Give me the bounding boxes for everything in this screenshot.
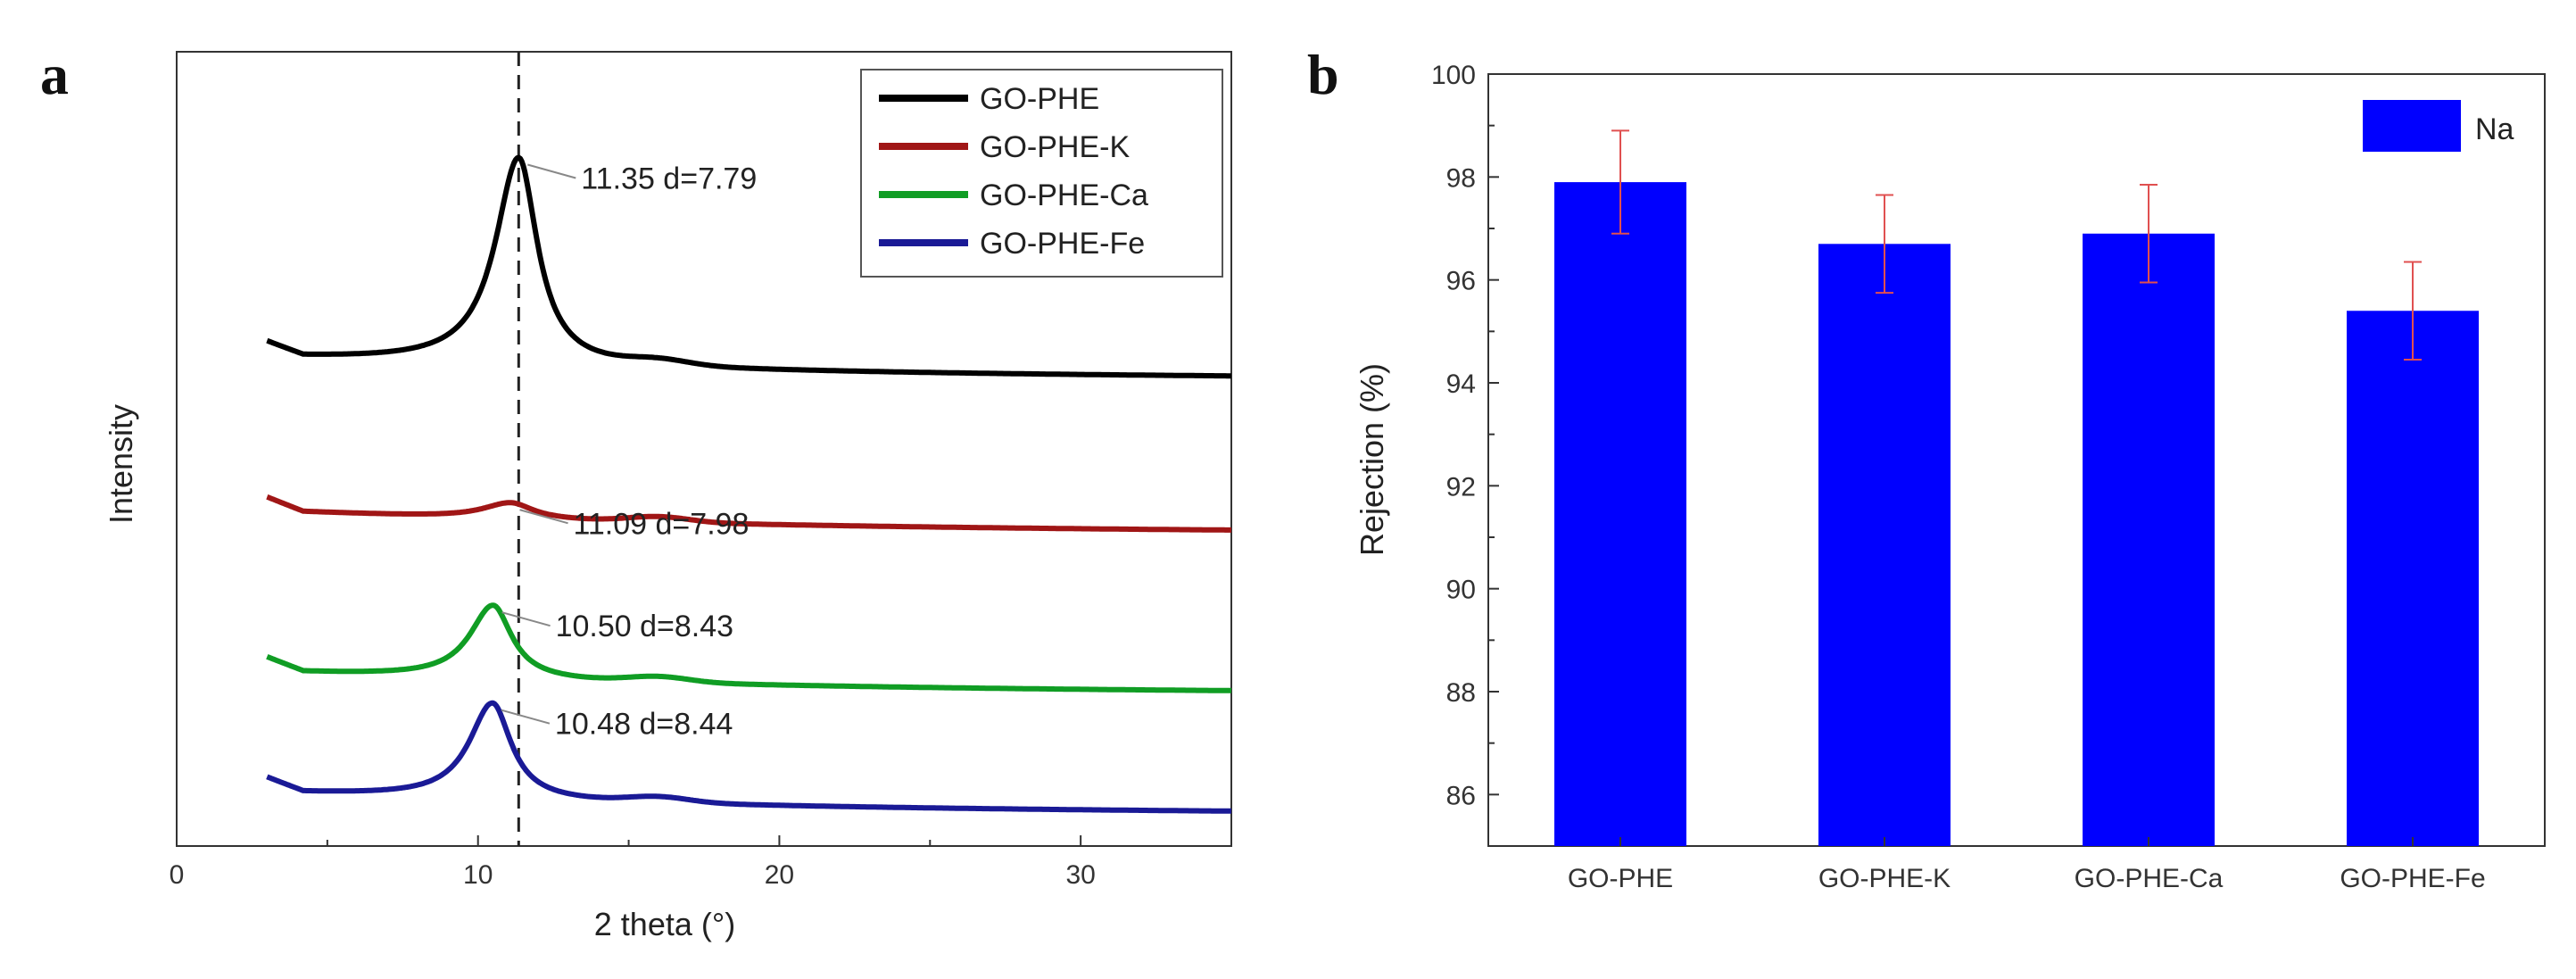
- rejection-x-ticks: GO-PHE GO-PHE-K GO-PHE-Ca GO-PHE-Fe: [1568, 837, 2486, 893]
- xrd-legend-label: GO-PHE-Ca: [980, 178, 1148, 212]
- xrd-x-tick-label: 20: [765, 860, 794, 890]
- xrd-y-axis-title: Intensity: [103, 404, 139, 524]
- xrd-annotations: 11.35 d=7.79 11.09 d=7.98 10.50 d=8.43 10.4…: [501, 162, 757, 742]
- xrd-plot-frame: [176, 51, 1232, 847]
- panel-b-letter: b: [1307, 43, 1339, 106]
- rejection-error-bars: [1611, 129, 2422, 361]
- xrd-x-tick-label: 30: [1065, 860, 1095, 890]
- rejection-y-tick-label: 86: [1446, 781, 1476, 810]
- rejection-legend: Na: [2363, 100, 2514, 152]
- xrd-legend-label: GO-PHE: [980, 82, 1099, 116]
- rejection-y-tick-label: 90: [1446, 576, 1476, 605]
- peak-annotation: 10.50 d=8.43: [556, 610, 733, 643]
- xrd-x-axis-title: 2 theta (°): [594, 906, 735, 942]
- peak-annotation: 11.09 d=7.98: [574, 507, 750, 541]
- annotation-leader: [527, 163, 576, 179]
- rejection-y-tick-label: 100: [1431, 61, 1476, 90]
- rejection-x-tick-label: GO-PHE-Fe: [2340, 864, 2485, 893]
- rejection-y-axis-title: Rejection (%): [1354, 363, 1390, 556]
- xrd-legend-label: GO-PHE-K: [980, 130, 1130, 164]
- bar-go-phe-ca: [2083, 233, 2215, 846]
- annotation-leader: [501, 611, 551, 627]
- rejection-y-tick-label: 96: [1446, 267, 1476, 296]
- legend-swatch-na: [2363, 100, 2461, 152]
- xrd-x-tick-label: 0: [170, 860, 185, 890]
- rejection-y-ticks: 86 88 90 92 94 96 98 100: [1431, 61, 1499, 847]
- annotation-leader: [519, 509, 568, 525]
- rejection-x-tick-label: GO-PHE-Ca: [2075, 864, 2224, 893]
- xrd-legend-label: GO-PHE-Fe: [980, 227, 1145, 261]
- bar-go-phe-fe: [2347, 311, 2479, 846]
- xrd-chart: 0 10 20 30 11.35 d=7.79 11.09 d=7.98 10.50 d=…: [103, 51, 1233, 942]
- rejection-y-tick-label: 88: [1446, 678, 1476, 708]
- xrd-curve-go-phe-ca: [266, 602, 1233, 693]
- xrd-legend: GO-PHE GO-PHE-K GO-PHE-Ca GO-PHE-Fe: [860, 69, 1223, 278]
- rejection-plot-frame: [1487, 73, 2546, 847]
- xrd-curves: [266, 154, 1233, 814]
- rejection-bars: [1554, 182, 2479, 847]
- panel-a-letter: a: [40, 43, 69, 106]
- rejection-chart: 86 88 90 92 94 96 98 100 GO-PHE GO-PHE-K GO-PHE-C…: [1354, 61, 2546, 893]
- rejection-y-tick-label: 98: [1446, 163, 1476, 193]
- rejection-y-tick-label: 94: [1446, 369, 1476, 399]
- peak-annotation: 11.35 d=7.79: [581, 162, 757, 196]
- xrd-curve-go-phe: [266, 154, 1233, 379]
- rejection-x-tick-label: GO-PHE-K: [1818, 864, 1951, 893]
- rejection-y-tick-label: 92: [1446, 472, 1476, 502]
- legend-label-na: Na: [2475, 112, 2514, 146]
- annotation-leader: [501, 709, 551, 725]
- bar-go-phe: [1554, 182, 1686, 847]
- rejection-x-tick-label: GO-PHE: [1568, 864, 1673, 893]
- xrd-curve-go-phe-fe: [266, 700, 1233, 814]
- peak-annotation: 10.48 d=8.44: [555, 708, 733, 742]
- xrd-x-ticks: 0 10 20 30: [170, 835, 1096, 890]
- xrd-curve-go-phe-k: [266, 494, 1233, 533]
- xrd-x-tick-label: 10: [463, 860, 493, 890]
- bar-go-phe-k: [1818, 244, 1951, 846]
